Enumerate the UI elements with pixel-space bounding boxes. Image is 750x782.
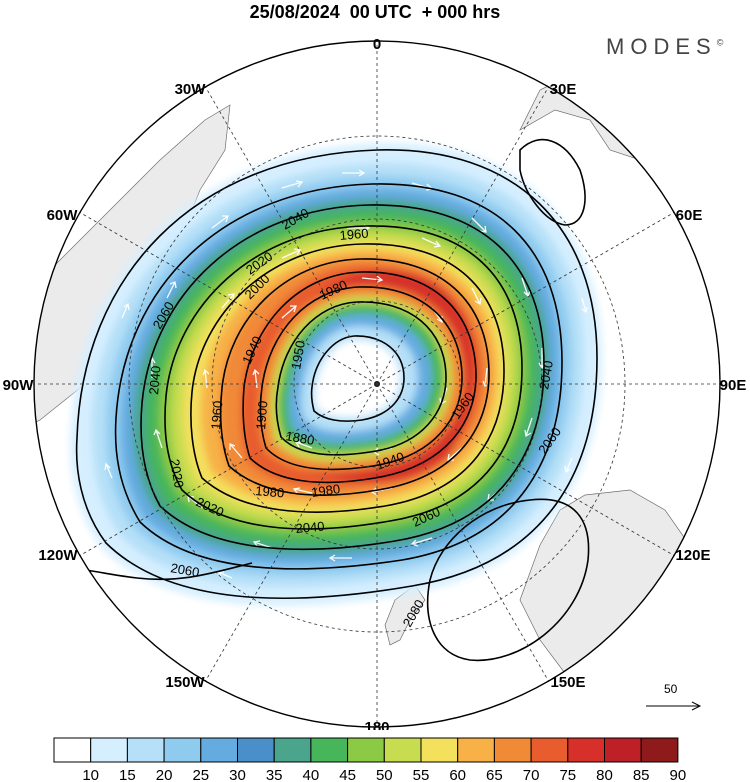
colorbar-tick-label: 90: [670, 767, 687, 782]
colorbar-tick-label: 75: [559, 767, 576, 782]
lon-label-180: 180: [364, 719, 389, 730]
contour-label: 2020: [167, 458, 187, 489]
contour-label: 1980: [310, 481, 341, 500]
contour-2060-ne: [519, 138, 586, 226]
colorbar-swatch: [163, 737, 202, 763]
lon-label-60e: 60E: [676, 207, 703, 224]
colorbar-swatch: [90, 737, 128, 763]
colorbar-swatch: [604, 737, 642, 763]
colorbar-tick-label: 25: [192, 767, 209, 782]
colorbar-swatch: [383, 737, 422, 763]
lon-label-0: 0: [373, 36, 381, 53]
contour-label: 2060: [169, 560, 200, 580]
graticule: [34, 41, 720, 727]
lon-label-120e: 120E: [675, 547, 710, 564]
lon-label-150e: 150E: [550, 674, 585, 691]
contour-label: 1960: [208, 400, 225, 430]
colorbar-swatch: [457, 737, 495, 763]
lon-label-90w: 90W: [3, 377, 35, 394]
contour-label: 1960: [339, 226, 369, 243]
colorbar-swatches: [53, 737, 679, 763]
lon-label-90e: 90E: [720, 377, 747, 394]
colorbar-tick-label: 15: [119, 767, 136, 782]
colorbar-tick-label: 55: [413, 767, 430, 782]
colorbar-tick-label: 50: [376, 767, 393, 782]
arrow-icon: [646, 701, 702, 711]
contour-label: 2040: [536, 359, 556, 390]
brand-logo: MODES©: [606, 34, 723, 60]
colorbar-tick-label: 20: [156, 767, 173, 782]
polar-map: 2040 1960 2000 2020 1980 2060 1940 1950 …: [3, 36, 747, 730]
colorbar-tick-label: 10: [82, 767, 99, 782]
map-border: [33, 40, 721, 728]
lon-label-120w: 120W: [38, 547, 78, 564]
colorbar: 10 15 20 25 30 35 40 45 50 55 60 65 70 75 80 85 90: [53, 737, 686, 782]
colorbar-tick-label: 35: [266, 767, 283, 782]
land-australia: [519, 489, 706, 711]
chart-title: 25/08/2024 00 UTC + 000 hrs: [249, 2, 501, 22]
colorbar-swatch: [493, 737, 532, 763]
colorbar-tick-label: 65: [486, 767, 503, 782]
colorbar-swatch: [200, 737, 239, 763]
colorbar-tick-label: 30: [229, 767, 246, 782]
height-contours: [34, 149, 598, 599]
colorbar-swatch: [640, 737, 679, 763]
colorbar-swatch: [530, 737, 569, 763]
colorbar-tick-label: 60: [449, 767, 466, 782]
contour-2080-se: [426, 498, 590, 662]
lon-label-30w: 30W: [175, 81, 207, 98]
colorbar-swatch: [273, 737, 312, 763]
contour-label: 1950: [288, 339, 308, 370]
brand-mark: ©: [716, 37, 724, 48]
lon-label-30e: 30E: [550, 81, 577, 98]
colorbar-tick-label: 40: [303, 767, 320, 782]
colorbar-labels: 10 15 20 25 30 35 40 45 50 55 60 65 70 75 80 85 90: [82, 767, 686, 782]
colorbar-swatch: [126, 737, 165, 763]
contour-label: 2040: [295, 519, 325, 536]
contour-label: 1980: [255, 483, 285, 500]
colorbar-tick-label: 45: [339, 767, 356, 782]
longitude-labels: 0 30E 60E 90E 120E 150E 180 150W 120W 90…: [3, 36, 747, 730]
colorbar-swatch: [53, 737, 92, 763]
colorbar-tick-label: 70: [523, 767, 540, 782]
colorbar-tick-label: 80: [596, 767, 613, 782]
brand-name: MODES: [606, 34, 717, 59]
colorbar-swatch: [567, 737, 605, 763]
reference-vector-label: 50: [664, 682, 678, 696]
colorbar-swatch: [420, 737, 459, 763]
colorbar-swatch: [347, 737, 385, 763]
lon-label-60w: 60W: [47, 207, 79, 224]
colorbar-swatch: [310, 737, 349, 763]
colorbar-swatch: [237, 737, 275, 763]
map-disc: [34, 59, 720, 711]
contour-label: 2040: [146, 365, 163, 395]
contour-label: 1900: [253, 400, 270, 430]
lon-label-150w: 150W: [165, 674, 205, 691]
colorbar-tick-label: 85: [633, 767, 650, 782]
